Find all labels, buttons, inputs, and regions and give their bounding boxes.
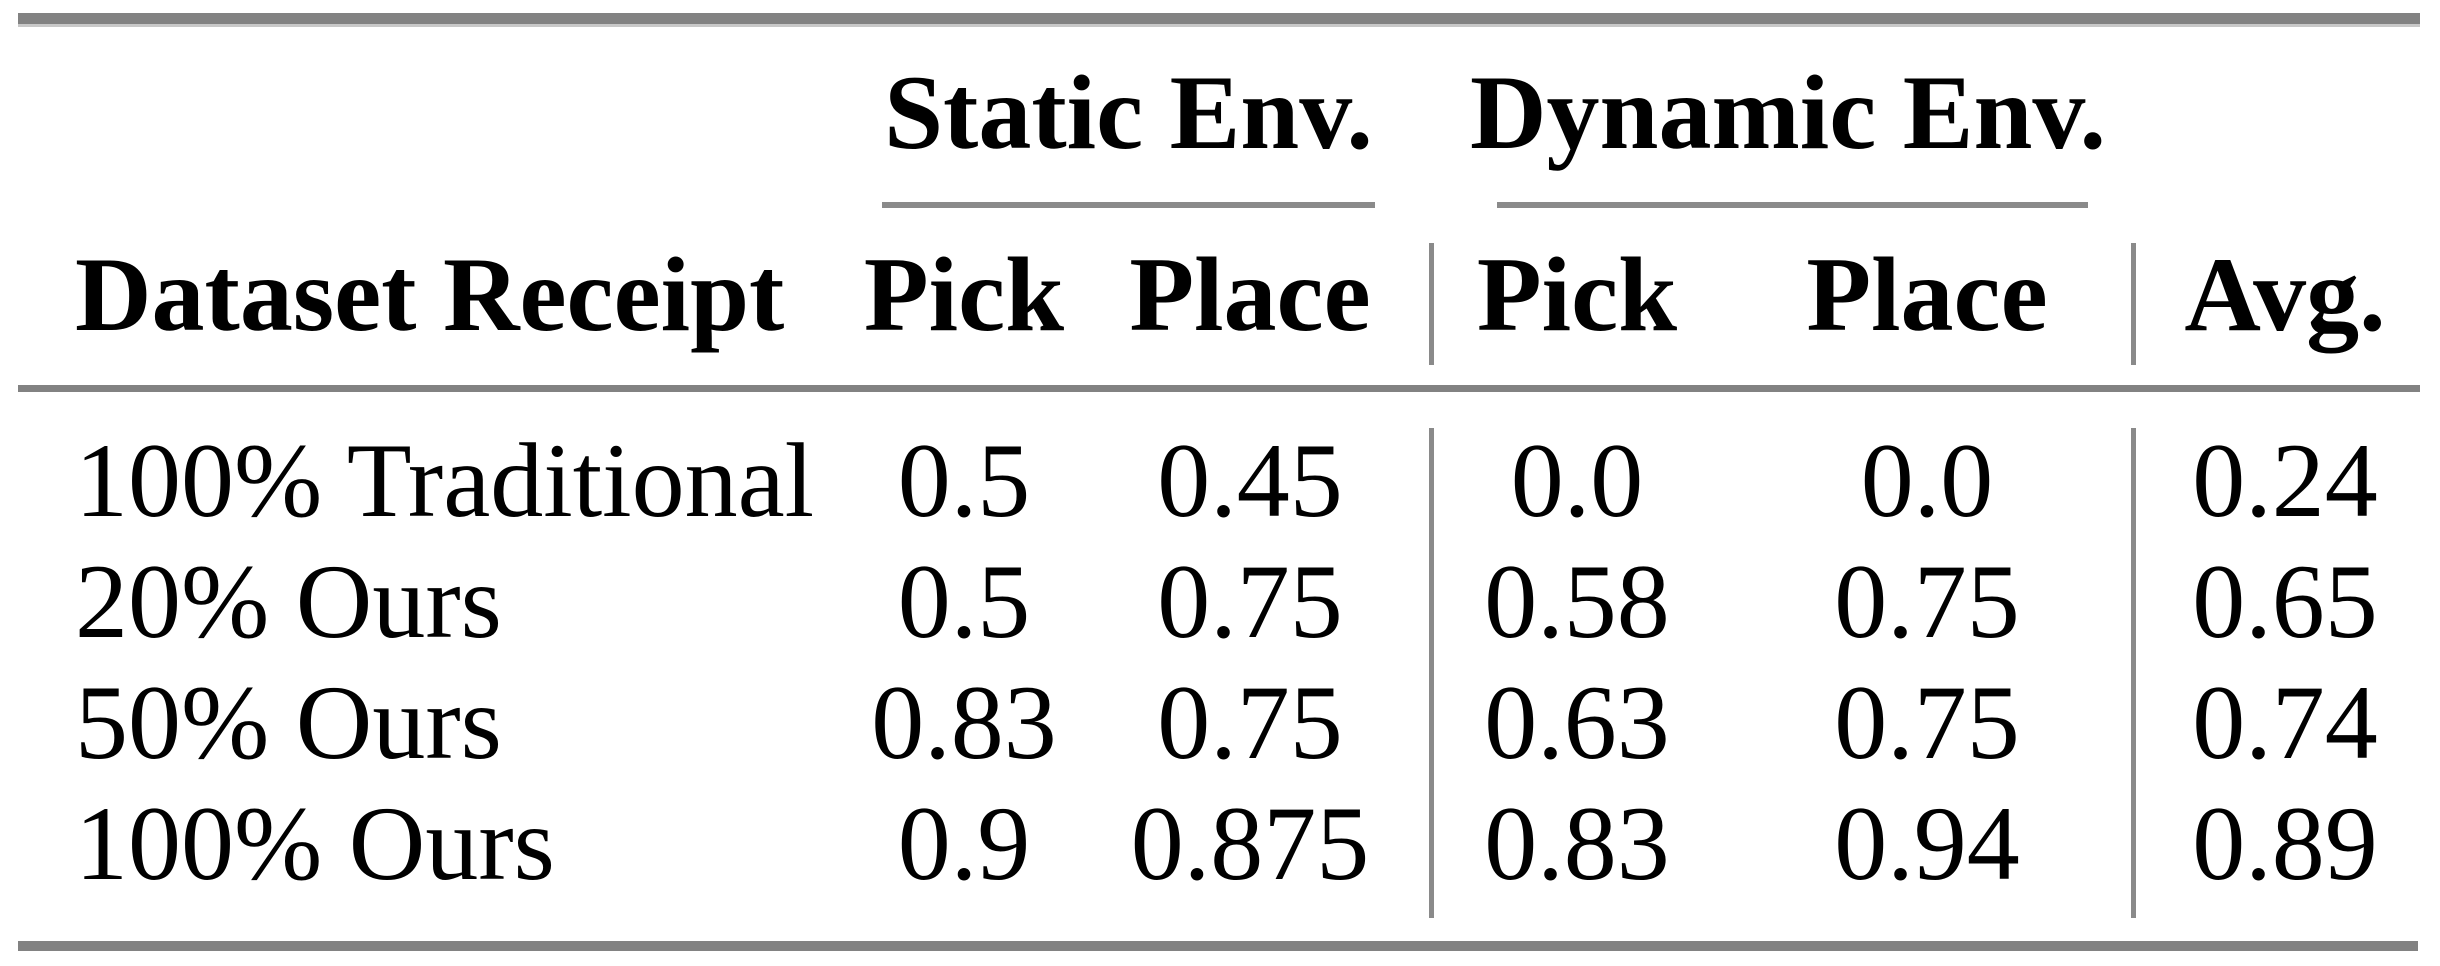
bottom-rule bbox=[18, 941, 2418, 951]
cell-static-pick: 0.9 bbox=[897, 784, 1031, 902]
vertical-rule-static-dynamic-header bbox=[1429, 243, 1434, 365]
cell-static-pick: 0.5 bbox=[897, 421, 1031, 539]
cell-dynamic-pick: 0.63 bbox=[1484, 663, 1670, 781]
header-separator-rule bbox=[18, 385, 2420, 392]
cell-avg: 0.74 bbox=[2192, 663, 2378, 781]
header-cell-dynamic-place: Place bbox=[1806, 236, 2048, 353]
cell-dynamic-pick: 0.0 bbox=[1510, 421, 1644, 539]
cell-static-pick: 0.5 bbox=[897, 542, 1031, 660]
column-group-label: Dynamic Env. bbox=[1469, 53, 2107, 171]
vertical-rule-dynamic-avg-header bbox=[2131, 243, 2136, 365]
header-cell-static-pick: Pick bbox=[863, 236, 1065, 353]
cell-dynamic-pick: 0.83 bbox=[1484, 784, 1670, 902]
header-cell-static-place: Place bbox=[1129, 236, 1371, 353]
dynamic-env-cmidrule bbox=[1497, 202, 2088, 208]
column-group-static-env: Static Env. bbox=[882, 50, 1375, 175]
cell-static-pick: 0.83 bbox=[871, 663, 1057, 781]
column-group-label: Static Env. bbox=[884, 53, 1373, 171]
cell-avg: 0.89 bbox=[2192, 784, 2378, 902]
vertical-rule-dynamic-avg-body bbox=[2131, 428, 2136, 918]
table-header-row: Dataset Receipt Pick Place Pick Place Av… bbox=[0, 230, 2440, 360]
table-body: 100% Traditional 0.5 0.45 0.0 0.0 0.24 2… bbox=[0, 420, 2440, 904]
cell-dynamic-place: 0.0 bbox=[1860, 421, 1994, 539]
cell-dynamic-place: 0.94 bbox=[1834, 784, 2020, 902]
cell-static-place: 0.875 bbox=[1130, 784, 1370, 902]
row-label: 100% Ours bbox=[75, 784, 555, 902]
cell-dynamic-pick: 0.58 bbox=[1484, 542, 1670, 660]
cell-static-place: 0.75 bbox=[1157, 542, 1343, 660]
row-label: 20% Ours bbox=[75, 542, 502, 660]
header-cell-avg: Avg. bbox=[2184, 236, 2386, 353]
column-group-dynamic-env: Dynamic Env. bbox=[1470, 50, 2106, 175]
cell-avg: 0.24 bbox=[2192, 421, 2378, 539]
cell-dynamic-place: 0.75 bbox=[1834, 542, 2020, 660]
row-label: 100% Traditional bbox=[75, 421, 815, 539]
cell-static-place: 0.75 bbox=[1157, 663, 1343, 781]
row-label: 50% Ours bbox=[75, 663, 502, 781]
header-cell-dynamic-pick: Pick bbox=[1476, 236, 1678, 353]
vertical-rule-static-dynamic-body bbox=[1429, 428, 1434, 918]
header-cell-dataset-receipt: Dataset Receipt bbox=[75, 236, 785, 353]
cell-static-place: 0.45 bbox=[1157, 421, 1343, 539]
top-rule bbox=[18, 13, 2420, 27]
cell-dynamic-place: 0.75 bbox=[1834, 663, 2020, 781]
static-env-cmidrule bbox=[882, 202, 1375, 208]
cell-avg: 0.65 bbox=[2192, 542, 2378, 660]
